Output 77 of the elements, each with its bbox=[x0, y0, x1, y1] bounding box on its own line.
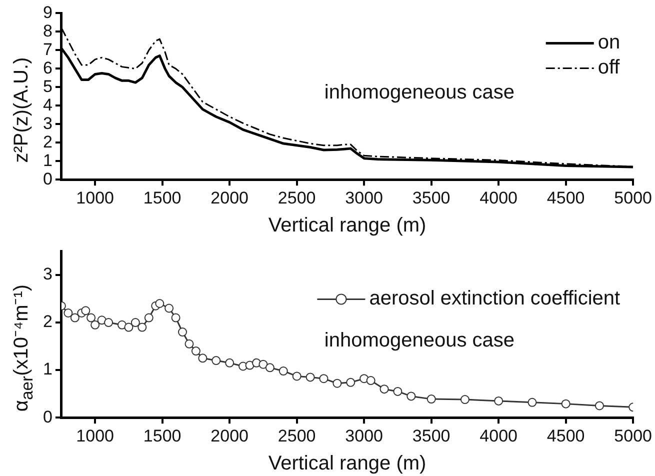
point bbox=[594, 401, 604, 410]
point bbox=[130, 318, 140, 328]
point bbox=[346, 378, 356, 387]
point bbox=[319, 374, 328, 384]
y-tick-label: 1 bbox=[42, 150, 52, 170]
x-tick-label: 4000 bbox=[480, 188, 518, 208]
x-tick-label: 2000 bbox=[210, 188, 248, 208]
point bbox=[191, 346, 200, 356]
point bbox=[306, 372, 315, 382]
x-tick-label: 3500 bbox=[412, 188, 450, 208]
point bbox=[124, 322, 134, 332]
y-tick-label: 9 bbox=[42, 2, 52, 22]
point bbox=[292, 372, 302, 381]
y-tick-label: 7 bbox=[42, 40, 52, 59]
x-axis-title: Vertical range (m) bbox=[268, 214, 426, 237]
point bbox=[380, 384, 389, 394]
point bbox=[426, 394, 436, 404]
point bbox=[81, 306, 90, 316]
x-tick-label: 5000 bbox=[614, 426, 652, 446]
point bbox=[258, 360, 268, 369]
y-tick-label: 6 bbox=[42, 58, 52, 78]
point bbox=[104, 318, 114, 328]
point bbox=[494, 396, 504, 406]
y-tick-label: 2 bbox=[42, 132, 52, 152]
y-tick-label: 4 bbox=[42, 95, 52, 114]
point bbox=[86, 313, 96, 322]
y-axis-title: z²P(z)(A.U.) bbox=[10, 57, 34, 163]
point bbox=[332, 378, 342, 388]
x-tick-label: 3500 bbox=[412, 426, 450, 446]
x-tick-label: 5000 bbox=[614, 188, 652, 208]
point bbox=[138, 322, 147, 332]
x-axis-title: Vertical range (m) bbox=[268, 452, 426, 475]
point bbox=[164, 304, 174, 313]
point bbox=[393, 386, 402, 396]
point bbox=[171, 313, 180, 322]
point bbox=[178, 328, 188, 337]
x-tick-label: 2000 bbox=[210, 426, 248, 446]
legend-label: off bbox=[598, 56, 620, 79]
point bbox=[184, 339, 194, 348]
x-tick-label: 3000 bbox=[345, 188, 383, 208]
point bbox=[64, 308, 73, 318]
x-tick-label: 4500 bbox=[546, 188, 585, 208]
point bbox=[225, 358, 234, 368]
x-tick-label: 1000 bbox=[76, 426, 114, 446]
x-tick-label: 4500 bbox=[546, 426, 585, 446]
x-tick-label: 1500 bbox=[143, 188, 182, 208]
point bbox=[561, 399, 570, 408]
y-tick-label: 0 bbox=[42, 407, 52, 426]
y-tick-label: 2 bbox=[42, 312, 52, 332]
x-tick-label: 1500 bbox=[143, 426, 182, 446]
point bbox=[198, 354, 208, 363]
legend-label: on bbox=[598, 32, 620, 54]
point bbox=[70, 313, 80, 322]
y-tick-label: 3 bbox=[42, 114, 52, 133]
point bbox=[212, 356, 221, 366]
y-tick-label: 1 bbox=[42, 360, 52, 379]
x-tick-label: 1000 bbox=[76, 188, 114, 208]
point bbox=[406, 392, 416, 401]
point bbox=[460, 395, 470, 404]
point bbox=[366, 376, 376, 386]
y-tick-label: 3 bbox=[42, 264, 52, 284]
point bbox=[278, 366, 288, 376]
x-tick-label: 4000 bbox=[480, 426, 518, 446]
point bbox=[144, 313, 154, 322]
legend-label: aerosol extinction coefficient bbox=[369, 288, 621, 310]
y-tick-label: 5 bbox=[42, 76, 52, 96]
annotation: inhomogeneous case bbox=[324, 82, 515, 104]
y-tick-label: 0 bbox=[42, 169, 52, 188]
point bbox=[90, 320, 100, 330]
point bbox=[155, 298, 164, 308]
x-tick-label: 3000 bbox=[345, 426, 383, 446]
x-tick-label: 2500 bbox=[278, 188, 316, 208]
point bbox=[265, 363, 274, 372]
y-tick-label: 8 bbox=[42, 21, 52, 40]
point bbox=[528, 398, 537, 407]
x-tick-label: 2500 bbox=[278, 426, 316, 446]
annotation: inhomogeneous case bbox=[324, 330, 515, 352]
